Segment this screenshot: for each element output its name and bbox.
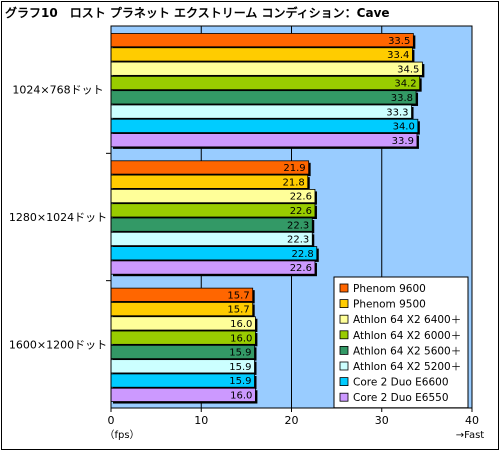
bar-value-label: 16.0 xyxy=(230,391,252,402)
legend-swatch xyxy=(339,299,349,309)
legend xyxy=(333,276,469,409)
legend-label: Core 2 Duo E6600 xyxy=(353,377,449,389)
bar-value-label: 15.9 xyxy=(229,348,251,359)
legend-swatch xyxy=(339,377,349,387)
bar xyxy=(110,174,309,189)
chart-title: グラフ10 ロスト プラネット エクストリーム コンディション：Cave xyxy=(5,6,390,20)
x-axis-unit-label: （fps） xyxy=(104,429,139,441)
bar-value-label: 21.8 xyxy=(282,177,304,188)
x-tick-label: 10 xyxy=(194,414,208,427)
bar-value-label: 15.9 xyxy=(229,362,251,373)
legend-label: Athlon 64 X2 5600＋ xyxy=(353,345,461,357)
bar xyxy=(110,188,316,204)
x-tick-label: 20 xyxy=(285,414,299,427)
bar-value-label: 15.7 xyxy=(227,290,249,301)
bar xyxy=(110,231,313,247)
bar xyxy=(110,118,419,133)
bar xyxy=(110,47,413,62)
bar-value-label: 22.3 xyxy=(287,220,309,231)
bar-value-label: 34.2 xyxy=(394,79,416,90)
legend-swatch xyxy=(339,314,349,324)
bar-value-label: 33.3 xyxy=(386,107,408,118)
bar-value-label: 22.6 xyxy=(290,192,312,203)
legend-label: Athlon 64 X2 6400＋ xyxy=(353,314,461,326)
bar-value-label: 22.3 xyxy=(287,235,309,246)
bar-value-label: 34.0 xyxy=(393,122,415,133)
x-axis-direction-label: →Fast xyxy=(456,430,485,441)
category-label: 1024×768ドット xyxy=(12,84,103,97)
bar-value-label: 34.5 xyxy=(397,64,419,75)
legend-swatch xyxy=(339,330,349,340)
bar xyxy=(110,33,414,48)
category-label: 1600×1200ドット xyxy=(9,338,107,351)
bar xyxy=(110,75,421,91)
legend-swatch xyxy=(339,361,349,371)
x-tick-label: 40 xyxy=(465,414,479,427)
bar xyxy=(110,104,412,119)
bar-value-label: 33.9 xyxy=(392,136,414,147)
bar xyxy=(110,246,318,261)
bar-value-label: 22.8 xyxy=(292,249,314,260)
bar-value-label: 16.0 xyxy=(230,319,252,330)
legend-label: Core 2 Duo E6550 xyxy=(353,392,449,404)
x-tick-label: 30 xyxy=(375,414,389,427)
legend-swatch xyxy=(339,283,349,293)
bar xyxy=(110,61,423,76)
legend-label: Phenom 9500 xyxy=(353,299,426,311)
bar xyxy=(110,133,418,148)
bar xyxy=(110,160,310,175)
bar-value-label: 33.8 xyxy=(391,93,413,104)
bar-value-label: 22.6 xyxy=(290,206,312,217)
bar xyxy=(110,90,417,105)
bar-value-label: 16.0 xyxy=(230,333,252,344)
bar xyxy=(110,203,316,218)
legend-swatch xyxy=(339,392,349,402)
bar-value-label: 15.7 xyxy=(227,305,249,316)
bar-value-label: 33.5 xyxy=(388,36,410,47)
legend-swatch xyxy=(339,345,349,355)
bar-value-label: 21.9 xyxy=(283,163,305,174)
bar xyxy=(110,260,316,275)
legend-label: Athlon 64 X2 5200＋ xyxy=(353,361,461,373)
x-tick-label: 0 xyxy=(108,414,115,427)
bar-value-label: 22.6 xyxy=(290,263,312,274)
legend-label: Athlon 64 X2 6000＋ xyxy=(353,330,461,342)
legend-label: Phenom 9600 xyxy=(353,283,426,295)
bar-value-label: 15.9 xyxy=(229,376,251,387)
bar xyxy=(110,217,313,232)
bar-value-label: 33.4 xyxy=(387,50,409,61)
category-label: 1280×1024ドット xyxy=(9,211,107,224)
